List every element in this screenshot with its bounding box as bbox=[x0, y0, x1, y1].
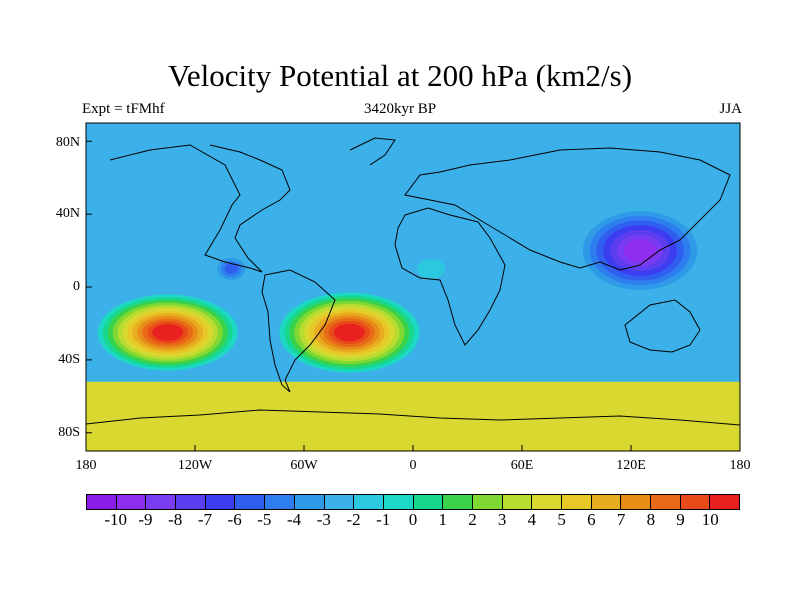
x-tick-label: 0 bbox=[409, 458, 417, 473]
colorbar-cell bbox=[710, 495, 740, 509]
colorbar-cell bbox=[265, 495, 295, 509]
x-tick-label: 120W bbox=[177, 458, 213, 473]
colorbar-cell bbox=[176, 495, 206, 509]
colorbar-cell bbox=[146, 495, 177, 509]
colorbar-label: -4 bbox=[286, 510, 302, 529]
colorbar-label: -1 bbox=[376, 510, 391, 529]
contour-band bbox=[333, 323, 365, 342]
coast-africa bbox=[394, 207, 506, 346]
colorbar-cell bbox=[472, 495, 503, 509]
colorbar-cell bbox=[532, 495, 562, 509]
colorbar-label: -6 bbox=[227, 510, 242, 529]
colorbar-cell bbox=[205, 495, 236, 509]
coast-south-america bbox=[261, 269, 336, 393]
x-tick-label: 60W bbox=[290, 458, 318, 473]
right-subtitle: JJA bbox=[719, 101, 742, 117]
colorbar-label: 0 bbox=[408, 510, 418, 529]
colorbar-cell bbox=[502, 495, 533, 509]
colorbar-label: -7 bbox=[197, 510, 212, 529]
colorbar-label: 2 bbox=[468, 510, 477, 529]
colorbar bbox=[86, 494, 740, 510]
contour-band bbox=[224, 263, 238, 274]
y-tick-label: 0 bbox=[73, 279, 80, 294]
chart-title: Velocity Potential at 200 hPa (km2/s) bbox=[167, 58, 633, 93]
colorbar-label: -3 bbox=[316, 510, 331, 529]
colorbar-label: 7 bbox=[616, 510, 626, 529]
colorbar-label: 4 bbox=[527, 510, 537, 529]
x-tick-label: 60E bbox=[510, 458, 534, 473]
x-tick-label: 120E bbox=[616, 458, 646, 473]
y-tick-label: 40S bbox=[58, 352, 80, 367]
contour-band bbox=[417, 258, 446, 279]
colorbar-cell bbox=[591, 495, 622, 509]
coastlines bbox=[86, 137, 740, 426]
colorbar-label: -8 bbox=[168, 510, 183, 529]
colorbar-label: 6 bbox=[587, 510, 596, 529]
colorbar-cell bbox=[621, 495, 652, 509]
x-tick-label: 180 bbox=[729, 458, 751, 473]
map-field bbox=[86, 123, 740, 451]
coast-antarctica bbox=[86, 409, 740, 426]
colorbar-cell bbox=[443, 495, 473, 509]
coast-australia bbox=[624, 299, 701, 353]
colorbar-label: 9 bbox=[676, 510, 685, 529]
colorbar-cell bbox=[87, 495, 117, 509]
colorbar-label: 10 bbox=[701, 510, 719, 529]
colorbar-cell bbox=[651, 495, 681, 509]
colorbar-cell bbox=[324, 495, 355, 509]
colorbar-cell bbox=[562, 495, 592, 509]
colorbar-label: 5 bbox=[557, 510, 566, 529]
colorbar-cell bbox=[383, 495, 414, 509]
colorbar-label: -10 bbox=[104, 510, 128, 529]
coast-eurasia bbox=[404, 147, 731, 271]
axis-ticks bbox=[85, 140, 741, 451]
contour-band bbox=[152, 324, 184, 341]
coast-north-america bbox=[109, 144, 291, 273]
y-tick-label: 40N bbox=[55, 206, 80, 221]
colorbar-label: 1 bbox=[438, 510, 447, 529]
colorbar-label: 3 bbox=[497, 510, 507, 529]
colorbar-label: -5 bbox=[257, 510, 272, 529]
contour-band bbox=[623, 239, 657, 262]
y-tick-label: 80N bbox=[55, 135, 80, 150]
colorbar-cell bbox=[235, 495, 266, 509]
colorbar-cell bbox=[354, 495, 384, 509]
y-tick-label: 80S bbox=[58, 425, 80, 440]
colorbar-cell bbox=[294, 495, 325, 509]
colorbar-label: 8 bbox=[646, 510, 656, 529]
colorbar-cell bbox=[680, 495, 711, 509]
left-subtitle: Expt = tFMhf bbox=[82, 101, 165, 117]
colorbar-cell bbox=[413, 495, 444, 509]
colorbar-label: -2 bbox=[346, 510, 361, 529]
x-tick-label: 180 bbox=[75, 458, 97, 473]
coast-greenland bbox=[349, 137, 396, 166]
center-subtitle: 3420kyr BP bbox=[363, 101, 437, 117]
colorbar-label: -9 bbox=[138, 510, 153, 529]
colorbar-cell bbox=[116, 495, 147, 509]
